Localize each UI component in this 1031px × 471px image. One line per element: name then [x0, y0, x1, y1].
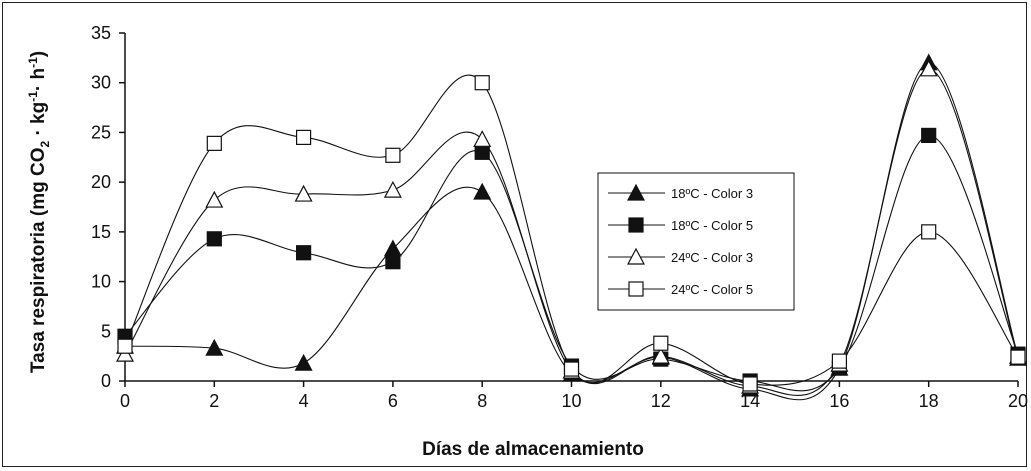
data-point: [651, 346, 670, 364]
series-4-points: [117, 75, 1026, 392]
y-tick-label: 5: [101, 321, 111, 341]
data-point: [206, 135, 222, 151]
legend-marker: [628, 217, 644, 233]
series-1: [124, 62, 1019, 401]
y-tick-label: 10: [91, 272, 111, 292]
x-tick-label: 16: [829, 391, 849, 411]
data-point: [205, 190, 224, 208]
series-2: [124, 134, 1019, 392]
y-axis-title: Tasa respiratoria (mg CO2 · kg-1· h-1): [26, 51, 52, 373]
legend-label: 24ºC - Color 3: [671, 250, 753, 265]
series-line: [124, 74, 1019, 386]
legend-entry: 24ºC - Color 5: [608, 281, 753, 297]
legend-label: 18ºC - Color 3: [671, 186, 753, 201]
legend: 18ºC - Color 3 18ºC - Color 5 24ºC - Color…: [597, 172, 795, 311]
data-point: [473, 130, 492, 147]
x-tick-label: 0: [120, 391, 130, 411]
data-point: [1010, 349, 1026, 365]
data-point: [294, 184, 313, 202]
y-tick-label: 35: [91, 23, 111, 43]
data-point: [831, 353, 848, 369]
x-tick-label: 6: [388, 391, 398, 411]
series-line: [124, 134, 1019, 392]
series-1-points: [116, 53, 1027, 397]
y-tick-label: 15: [91, 222, 111, 242]
legend-entry: 24ºC - Color 3: [608, 247, 753, 265]
legend-entry: 18ºC - Color 3: [608, 183, 753, 201]
y-tick-label: 30: [91, 73, 111, 93]
series-4: [124, 74, 1019, 386]
series-2-points: [117, 127, 1026, 389]
y-tick-label: 20: [91, 172, 111, 192]
series-3: [124, 68, 1019, 396]
data-point: [921, 224, 937, 240]
data-point: [742, 376, 758, 392]
data-point: [919, 59, 938, 77]
x-axis-title: Días de almacenamiento: [422, 439, 644, 460]
data-point: [206, 231, 222, 247]
data-point: [205, 338, 224, 356]
x-tick-label: 4: [299, 391, 309, 411]
x-ticks: 0 2 4 6 8 10 12 14 16 18 20: [120, 381, 1028, 411]
x-tick-label: 10: [561, 391, 581, 411]
legend-marker: [628, 281, 644, 297]
series-layer: [116, 53, 1027, 401]
legend-marker: [627, 247, 645, 265]
data-point: [474, 144, 490, 160]
y-tick-label: 25: [91, 122, 111, 142]
legend-label: 24ºC - Color 5: [671, 282, 753, 297]
data-point: [473, 182, 492, 200]
data-point: [385, 254, 401, 270]
axes: [124, 33, 1018, 382]
series-line: [124, 62, 1019, 401]
data-point: [296, 245, 312, 261]
x-tick-label: 8: [477, 391, 487, 411]
legend-label: 18ºC - Color 5: [671, 218, 753, 233]
x-tick-label: 20: [1008, 391, 1028, 411]
data-point: [294, 353, 313, 371]
data-point: [474, 75, 490, 91]
x-tick-label: 12: [651, 391, 671, 411]
data-point: [296, 129, 312, 145]
x-tick-label: 18: [919, 391, 939, 411]
data-point: [117, 338, 133, 354]
x-tick-label: 2: [209, 391, 219, 411]
series-line: [124, 68, 1019, 396]
data-point: [921, 127, 937, 144]
data-point: [653, 335, 669, 351]
y-tick-label: 0: [101, 371, 111, 391]
data-point: [563, 361, 580, 377]
series-3-points: [116, 59, 1027, 394]
data-point: [385, 147, 401, 163]
legend-marker: [627, 183, 645, 201]
data-point: [383, 180, 402, 198]
legend-entry: 18ºC - Color 5: [608, 217, 753, 233]
y-ticks: 0 5 10 15 20 25 30 35: [91, 23, 125, 391]
